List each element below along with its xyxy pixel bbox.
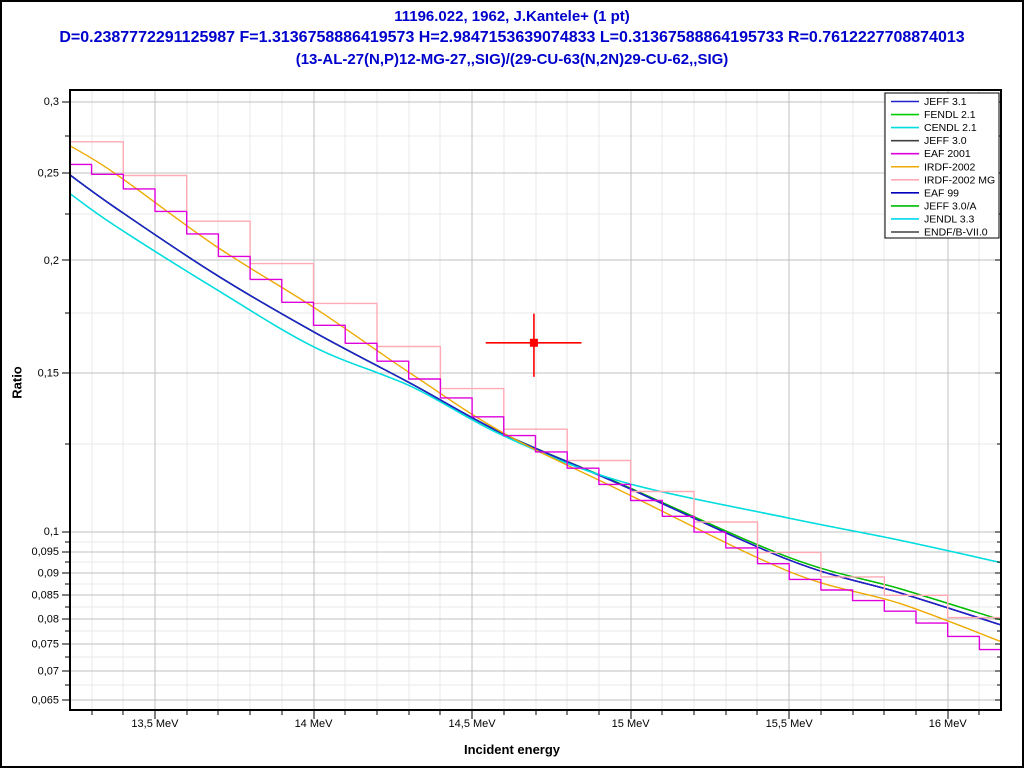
- legend-label: IRDF-2002 MG: [924, 174, 995, 186]
- legend-label: JEFF 3.0: [924, 135, 967, 147]
- legend-label: EAF 99: [924, 187, 959, 199]
- y-tick-label: 0,065: [31, 695, 59, 707]
- plot-title-reaction: (13-AL-27(N,P)12-MG-27,,SIG)/(29-CU-63(N…: [295, 51, 729, 68]
- legend-item-irdf-2002: IRDF-2002: [891, 161, 976, 173]
- gridlines: [70, 90, 1001, 710]
- plot-title-entry: 11196.022, 1962, J.Kantele+ (1 pt): [394, 8, 630, 25]
- y-tick-label: 0,15: [38, 367, 59, 379]
- legend-item-irdf-2002-mg: IRDF-2002 MG: [891, 174, 995, 186]
- y-tick-label: 0,095: [31, 546, 59, 558]
- legend-item-jeff-3-0: JEFF 3.0: [891, 135, 967, 147]
- x-tick-label: 16 MeV: [929, 718, 968, 730]
- legend-label: JEFF 3.0/A: [924, 200, 977, 212]
- data-point-marker: [529, 338, 538, 347]
- legend-label: CENDL 2.1: [924, 122, 977, 134]
- legend-item-jeff-3-0-a: JEFF 3.0/A: [891, 200, 977, 212]
- x-axis-title: Incident energy: [463, 742, 561, 757]
- y-tick-label: 0,2: [44, 255, 59, 267]
- data-point: [485, 313, 582, 377]
- curve-jeff-3-1: [70, 174, 1001, 626]
- axis-ticks: [62, 101, 1001, 719]
- legend-item-cendl-2-1: CENDL 2.1: [891, 122, 977, 134]
- y-tick-label: 0,3: [44, 96, 59, 108]
- y-tick-label: 0,075: [31, 639, 59, 651]
- legend-item-jeff-3-1: JEFF 3.1: [891, 96, 967, 108]
- y-tick-label: 0,085: [31, 590, 59, 602]
- curve-irdf-2002-mg: [70, 141, 1001, 619]
- y-tick-label: 0,09: [38, 567, 59, 579]
- legend-label: FENDL 2.1: [924, 109, 976, 121]
- legend-label: ENDF/B-VII.0: [924, 227, 988, 239]
- x-tick-label: 15 MeV: [612, 718, 651, 730]
- x-tick-label: 14,5 MeV: [449, 718, 497, 730]
- legend-box: [884, 92, 1000, 239]
- y-tick-label: 0,1: [44, 526, 59, 538]
- curve-eaf-2001: [70, 163, 1001, 651]
- legend-item-jendl-3-3: JENDL 3.3: [891, 213, 975, 225]
- y-tick-label: 0,25: [38, 167, 59, 179]
- y-axis-title: Ratio: [9, 366, 25, 399]
- tick-labels: 0,3 0,25 0,2 0,15 0,1 0,095 0,09 0,085 0,08 0,075…: [31, 96, 967, 730]
- legend-label: IRDF-2002: [924, 161, 976, 173]
- y-tick-label: 0,07: [38, 666, 59, 678]
- legend-label: JEFF 3.1: [924, 96, 967, 108]
- legend-item-eaf-2001: EAF 2001: [891, 148, 971, 160]
- curve-cendl-2-1: [70, 193, 1001, 564]
- y-tick-label: 0,08: [38, 613, 59, 625]
- legend-label: EAF 2001: [924, 148, 971, 160]
- legend-item-endf-b-vii-0: ENDF/B-VII.0: [891, 227, 988, 239]
- legend-item-fendl-2-1: FENDL 2.1: [891, 109, 976, 121]
- x-tick-label: 14 MeV: [295, 718, 334, 730]
- curves: [70, 141, 1001, 651]
- x-tick-label: 15,5 MeV: [766, 718, 814, 730]
- legend-label: JENDL 3.3: [924, 213, 975, 225]
- x-tick-label: 13,5 MeV: [131, 718, 179, 730]
- legend-item-eaf-99: EAF 99: [891, 187, 959, 199]
- plot-title-statistics: D=0.2387772291125987 F=1.313675888641957…: [59, 29, 965, 46]
